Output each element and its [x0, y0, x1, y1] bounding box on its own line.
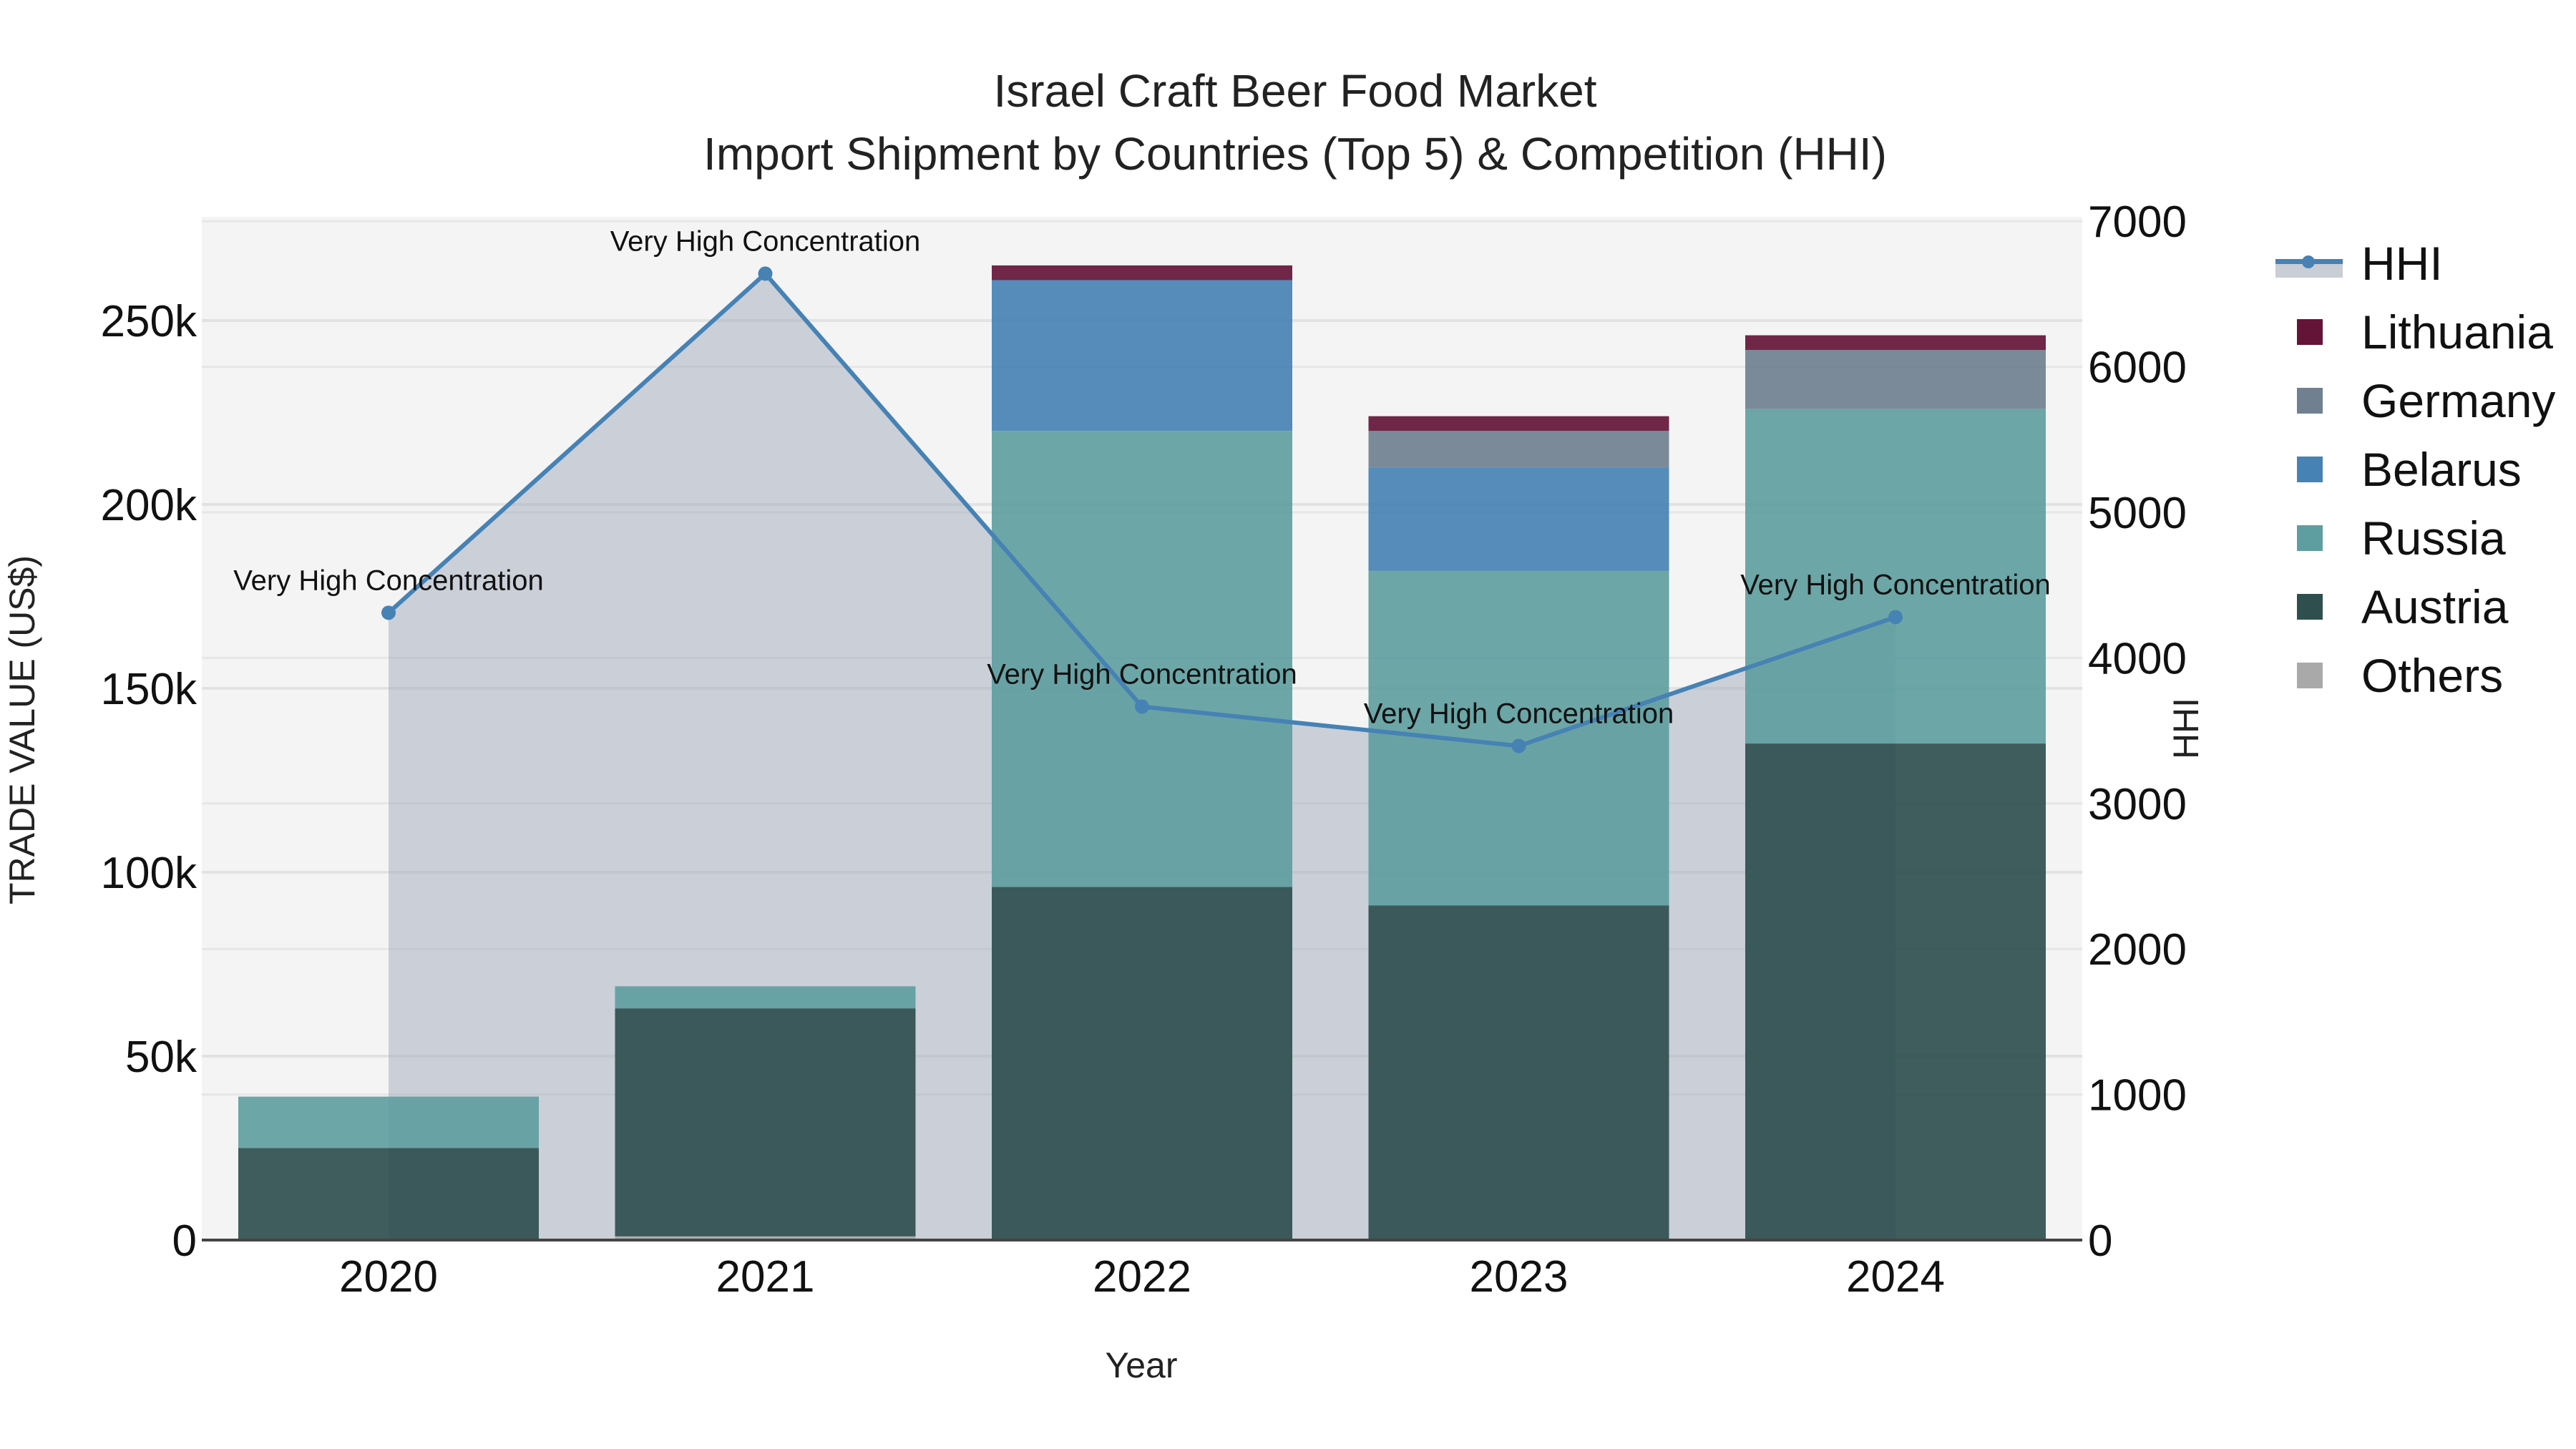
chart-title-line2: Import Shipment by Countries (Top 5) & C… [703, 128, 1887, 180]
bar-segment-lithuania[interactable] [1368, 416, 1669, 431]
legend-item-lithuania[interactable]: Lithuania [2275, 298, 2555, 366]
bar-segment-austria[interactable] [238, 1148, 539, 1241]
hhi-point[interactable] [381, 605, 396, 620]
svg-text:0: 0 [172, 1216, 197, 1266]
svg-text:5000: 5000 [2088, 489, 2187, 538]
line-marker-icon [2275, 249, 2343, 278]
svg-text:7000: 7000 [2088, 197, 2187, 247]
color-swatch-icon [2297, 594, 2323, 620]
bar-segment-lithuania[interactable] [992, 265, 1292, 280]
y-right-axis-title: HHI [2166, 698, 2206, 759]
bar-segment-austria[interactable] [1745, 743, 2046, 1240]
svg-text:2024: 2024 [1846, 1252, 1945, 1302]
hhi-annotation: Very High Concentration [233, 565, 544, 596]
legend-label: Others [2361, 649, 2504, 702]
color-swatch-icon [2297, 319, 2323, 345]
bar-segment-austria[interactable] [615, 1008, 916, 1236]
svg-text:200k: 200k [101, 481, 197, 530]
color-swatch-icon [2297, 663, 2323, 688]
legend-item-others[interactable]: Others [2275, 641, 2555, 710]
stacked-bars [238, 265, 2046, 1240]
svg-text:250k: 250k [101, 297, 197, 346]
svg-text:3000: 3000 [2088, 780, 2187, 829]
svg-text:100k: 100k [101, 849, 197, 898]
hhi-annotation: Very High Concentration [987, 659, 1297, 691]
y-right-tick-labels: 0 1000 2000 3000 4000 5000 6000 7000 [2088, 197, 2187, 1266]
color-swatch-icon [2297, 525, 2323, 551]
chart-title-line1: Israel Craft Beer Food Market [993, 65, 1597, 117]
bar-segment-germany[interactable] [1745, 350, 2046, 409]
hhi-point[interactable] [1135, 699, 1149, 714]
svg-text:2022: 2022 [1093, 1252, 1191, 1302]
y-left-axis-title: TRADE VALUE (US$) [2, 555, 42, 904]
bar-segment-belarus[interactable] [1368, 467, 1669, 571]
color-swatch-icon [2297, 457, 2323, 482]
svg-text:1000: 1000 [2088, 1071, 2187, 1121]
bar-segment-russia[interactable] [615, 986, 916, 1009]
hhi-point[interactable] [1511, 738, 1526, 753]
legend-label: Russia [2361, 512, 2506, 565]
svg-text:2000: 2000 [2088, 925, 2187, 975]
color-swatch-icon [2297, 388, 2323, 414]
legend-item-russia[interactable]: Russia [2275, 504, 2555, 572]
hhi-point[interactable] [758, 266, 773, 281]
bar-segment-russia[interactable] [992, 431, 1292, 887]
hhi-point[interactable] [1888, 610, 1903, 625]
bar-segment-austria[interactable] [1368, 905, 1669, 1240]
legend-label: HHI [2361, 237, 2443, 290]
bar-segment-others[interactable] [615, 1236, 916, 1240]
hhi-annotation: Very High Concentration [1364, 698, 1674, 729]
legend-item-germany[interactable]: Germany [2275, 366, 2555, 435]
svg-text:50k: 50k [125, 1033, 197, 1082]
legend-item-belarus[interactable]: Belarus [2275, 435, 2555, 504]
legend-item-austria[interactable]: Austria [2275, 572, 2555, 641]
legend-label: Lithuania [2361, 306, 2553, 358]
legend: HHI Lithuania Germany Belarus Russia Aus… [2275, 229, 2555, 710]
legend-label: Austria [2361, 580, 2509, 633]
x-tick-labels: 2020 2021 2022 2023 2024 [339, 1252, 1945, 1302]
bar-segment-austria[interactable] [992, 887, 1292, 1240]
svg-text:0: 0 [2088, 1216, 2112, 1266]
bar-segment-russia[interactable] [238, 1096, 539, 1148]
svg-text:4000: 4000 [2088, 634, 2187, 683]
svg-text:6000: 6000 [2088, 343, 2187, 393]
svg-text:150k: 150k [101, 665, 197, 714]
x-axis-title: Year [1105, 1345, 1177, 1385]
svg-text:2021: 2021 [716, 1252, 815, 1302]
y-left-tick-labels: 0 50k 100k 150k 200k 250k [101, 297, 197, 1266]
bar-segment-germany[interactable] [1368, 431, 1669, 468]
bar-segment-lithuania[interactable] [1745, 335, 2046, 351]
legend-item-hhi[interactable]: HHI [2275, 229, 2555, 298]
legend-label: Belarus [2361, 443, 2522, 496]
bar-segment-russia[interactable] [1368, 570, 1669, 906]
legend-label: Germany [2361, 374, 2556, 427]
hhi-line [381, 266, 1903, 753]
svg-text:2023: 2023 [1470, 1252, 1568, 1302]
hhi-annotation: Very High Concentration [610, 225, 921, 257]
hhi-annotation: Very High Concentration [1740, 569, 2051, 600]
bar-segment-russia[interactable] [1745, 409, 2046, 744]
svg-text:2020: 2020 [339, 1252, 438, 1302]
hhi-annotations: Very High Concentration Very High Concent… [233, 225, 2051, 729]
bar-segment-belarus[interactable] [992, 280, 1292, 431]
